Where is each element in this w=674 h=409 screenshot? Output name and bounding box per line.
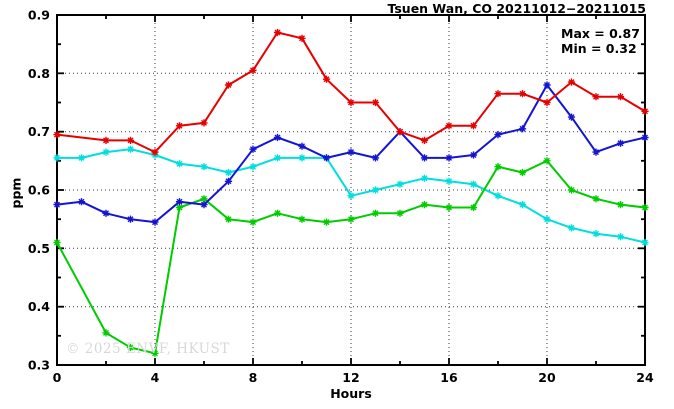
x-tick-label: 16 xyxy=(440,370,458,385)
y-tick-label: 0.3 xyxy=(28,358,50,373)
series-blue-markers xyxy=(53,81,649,226)
maxmin-annotation: Max = 0.87 Min = 0.32 xyxy=(561,26,640,56)
y-tick-label: 0.5 xyxy=(28,241,50,256)
max-annotation: Max = 0.87 xyxy=(561,26,640,41)
x-tick-label: 20 xyxy=(538,370,556,385)
min-annotation: Min = 0.32 xyxy=(561,40,637,56)
y-tick-label: 0.9 xyxy=(28,8,50,23)
series-red-line xyxy=(56,31,646,154)
x-tick-label: 12 xyxy=(342,370,359,385)
x-tick-label: 8 xyxy=(249,370,258,385)
series-green-line xyxy=(56,159,646,355)
x-tick-label: 24 xyxy=(636,370,654,385)
watermark: © 2025 ENVF, HKUST xyxy=(66,341,230,357)
y-tick-label: 0.8 xyxy=(28,66,50,81)
series-red-markers xyxy=(53,28,649,156)
chart-title: Tsuen Wan, CO 20211012−20211015 xyxy=(387,1,647,16)
y-tick-label: 0.7 xyxy=(28,124,50,139)
y-tick-label: 0.6 xyxy=(28,183,50,198)
x-tick-label: 0 xyxy=(53,370,62,385)
y-tick-label: 0.4 xyxy=(28,299,50,314)
x-axis-label: Hours xyxy=(330,386,372,401)
series-green-markers xyxy=(53,157,649,357)
x-tick-label: 4 xyxy=(151,370,160,385)
